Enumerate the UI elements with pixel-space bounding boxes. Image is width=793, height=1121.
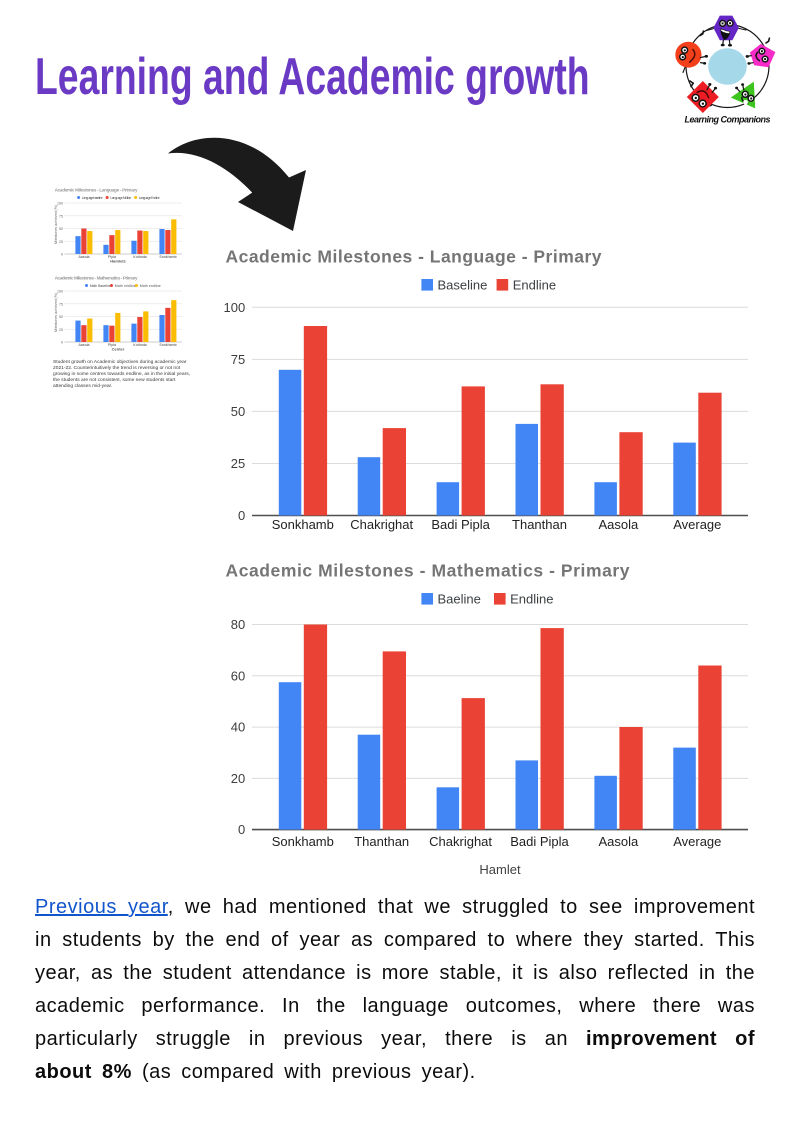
svg-text:Center: Center [112, 347, 125, 352]
svg-text:0: 0 [238, 822, 245, 837]
svg-text:Baeline: Baeline [438, 592, 481, 607]
svg-text:Math midline: Math midline [115, 284, 136, 288]
svg-text:Student growth on Academic obj: Student growth on Academic objectives du… [53, 359, 191, 389]
svg-text:50: 50 [59, 315, 63, 319]
svg-text:Thanthan: Thanthan [354, 834, 409, 849]
svg-text:100: 100 [57, 290, 63, 294]
svg-text:0: 0 [61, 341, 63, 345]
svg-text:Milestones achieved (%): Milestones achieved (%) [54, 205, 58, 244]
svg-text:Academic Milestones - Mathemat: Academic Milestones - Mathematics - Prim… [226, 561, 630, 581]
svg-text:Learning Companions: Learning Companions [685, 115, 771, 125]
svg-text:Hamlets: Hamlets [110, 259, 126, 264]
svg-text:Language baseline: Language baseline [82, 196, 103, 200]
svg-text:Chakrighat: Chakrighat [350, 517, 413, 532]
svg-text:Aasola: Aasola [599, 834, 640, 849]
svg-text:Kothoda: Kothoda [133, 343, 146, 347]
svg-text:Sonkhamb: Sonkhamb [159, 255, 176, 259]
svg-text:60: 60 [231, 668, 245, 683]
svg-text:Language Endline: Language Endline [139, 196, 160, 200]
svg-text:75: 75 [59, 302, 63, 306]
svg-text:Sonkhamb: Sonkhamb [272, 517, 334, 532]
svg-text:Sonkhamb: Sonkhamb [159, 343, 176, 347]
svg-text:Badi Pipla: Badi Pipla [431, 517, 490, 532]
svg-text:Language Midline: Language Midline [110, 196, 131, 200]
svg-text:Chakrighat: Chakrighat [429, 834, 492, 849]
svg-text:Thanthan: Thanthan [512, 517, 567, 532]
svg-text:Academic Milestones - Language: Academic Milestones - Language - Primary [55, 188, 138, 193]
svg-text:75: 75 [231, 352, 245, 367]
svg-text:Endline: Endline [513, 278, 556, 293]
svg-text:0: 0 [238, 508, 245, 523]
svg-text:75: 75 [59, 214, 63, 218]
svg-text:Math endline: Math endline [140, 284, 161, 288]
svg-text:40: 40 [231, 720, 245, 735]
svg-text:Baseline: Baseline [438, 278, 488, 293]
svg-text:Academic Milestones - Mathemat: Academic Milestones - Mathematics - Prim… [55, 276, 138, 281]
svg-text:100: 100 [223, 300, 245, 315]
svg-text:Endline: Endline [510, 592, 553, 607]
svg-text:Math Baseline: Math Baseline [90, 284, 111, 288]
svg-text:Aasola: Aasola [599, 517, 640, 532]
svg-text:Milestones achieved (%): Milestones achieved (%) [54, 293, 58, 332]
svg-text:Academic Milestones - Language: Academic Milestones - Language - Primary [226, 247, 602, 267]
svg-text:Aasola: Aasola [79, 255, 90, 259]
svg-text:Kothoda: Kothoda [133, 255, 146, 259]
svg-text:50: 50 [59, 227, 63, 231]
svg-text:20: 20 [231, 771, 245, 786]
svg-text:25: 25 [59, 240, 63, 244]
svg-text:80: 80 [231, 617, 245, 632]
svg-text:25: 25 [231, 456, 245, 471]
svg-text:100: 100 [57, 202, 63, 206]
svg-text:Aasola: Aasola [79, 343, 90, 347]
svg-text:25: 25 [59, 328, 63, 332]
svg-text:Average: Average [673, 517, 721, 532]
svg-text:Badi Pipla: Badi Pipla [510, 834, 569, 849]
svg-text:0: 0 [61, 253, 63, 257]
svg-text:Sonkhamb: Sonkhamb [272, 834, 334, 849]
svg-text:Pipla: Pipla [108, 255, 116, 259]
svg-text:Pipla: Pipla [108, 343, 116, 347]
svg-text:50: 50 [231, 404, 245, 419]
svg-text:Hamlet: Hamlet [479, 862, 521, 877]
svg-text:Average: Average [673, 834, 721, 849]
